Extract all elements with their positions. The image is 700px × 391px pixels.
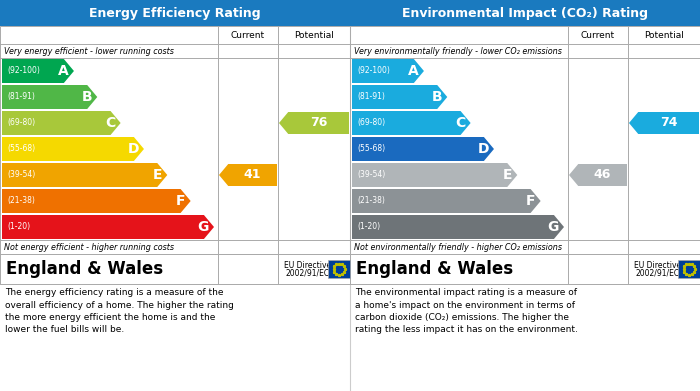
Text: (81-91): (81-91) (357, 93, 385, 102)
Text: Potential: Potential (644, 30, 684, 39)
Polygon shape (352, 163, 517, 187)
Text: 46: 46 (594, 169, 611, 181)
Text: (69-80): (69-80) (357, 118, 385, 127)
Polygon shape (279, 112, 349, 134)
Text: F: F (526, 194, 536, 208)
Bar (678, 260, 700, 278)
Polygon shape (2, 111, 120, 135)
Polygon shape (2, 137, 144, 161)
Polygon shape (2, 59, 74, 83)
Text: England & Wales: England & Wales (356, 260, 513, 278)
Text: (1-20): (1-20) (7, 222, 30, 231)
Text: Not energy efficient - higher running costs: Not energy efficient - higher running co… (4, 242, 174, 251)
Bar (350, 0, 700, 26)
Text: Environmental Impact (CO₂) Rating: Environmental Impact (CO₂) Rating (402, 7, 648, 20)
Text: (55-68): (55-68) (357, 145, 385, 154)
Polygon shape (2, 85, 97, 109)
Text: (21-38): (21-38) (7, 197, 35, 206)
Text: Potential: Potential (294, 30, 334, 39)
Text: (92-100): (92-100) (7, 66, 40, 75)
Text: (92-100): (92-100) (357, 66, 390, 75)
Polygon shape (629, 112, 699, 134)
Text: EU Directive: EU Directive (634, 260, 682, 269)
Text: G: G (197, 220, 209, 234)
Text: (81-91): (81-91) (7, 93, 35, 102)
Text: 2002/91/EC: 2002/91/EC (286, 269, 330, 278)
Text: (1-20): (1-20) (357, 222, 380, 231)
Text: C: C (456, 116, 466, 130)
Text: A: A (58, 64, 69, 78)
Text: 2002/91/EC: 2002/91/EC (636, 269, 680, 278)
Bar (0, 0, 350, 26)
Text: E: E (503, 168, 512, 182)
Text: Not environmentally friendly - higher CO₂ emissions: Not environmentally friendly - higher CO… (354, 242, 562, 251)
Text: A: A (408, 64, 419, 78)
Text: (21-38): (21-38) (357, 197, 385, 206)
Polygon shape (352, 189, 540, 213)
Text: (39-54): (39-54) (357, 170, 385, 179)
Polygon shape (352, 59, 424, 83)
Text: (69-80): (69-80) (7, 118, 35, 127)
Polygon shape (352, 85, 447, 109)
Polygon shape (352, 111, 470, 135)
Bar (0, 254, 350, 284)
Text: The energy efficiency rating is a measure of the
overall efficiency of a home. T: The energy efficiency rating is a measur… (5, 288, 234, 334)
Polygon shape (569, 164, 627, 186)
Bar (0, 26, 350, 284)
Text: B: B (82, 90, 92, 104)
Polygon shape (2, 163, 167, 187)
Polygon shape (352, 215, 564, 239)
Text: D: D (127, 142, 139, 156)
Text: D: D (477, 142, 489, 156)
Text: 41: 41 (244, 169, 261, 181)
Text: England & Wales: England & Wales (6, 260, 163, 278)
Text: Very energy efficient - lower running costs: Very energy efficient - lower running co… (4, 47, 174, 56)
Text: Current: Current (231, 30, 265, 39)
Text: Energy Efficiency Rating: Energy Efficiency Rating (89, 7, 261, 20)
Text: (55-68): (55-68) (7, 145, 35, 154)
Polygon shape (2, 189, 190, 213)
Text: E: E (153, 168, 162, 182)
Text: F: F (176, 194, 186, 208)
Text: EU Directive: EU Directive (284, 260, 332, 269)
Bar (350, 26, 700, 284)
Bar (328, 260, 350, 278)
Text: The environmental impact rating is a measure of
a home's impact on the environme: The environmental impact rating is a mea… (355, 288, 578, 334)
Text: 74: 74 (660, 117, 678, 129)
Bar (350, 254, 700, 284)
Text: B: B (432, 90, 442, 104)
Text: 76: 76 (310, 117, 328, 129)
Polygon shape (219, 164, 277, 186)
Text: G: G (547, 220, 559, 234)
Text: Current: Current (581, 30, 615, 39)
Text: C: C (106, 116, 116, 130)
Text: (39-54): (39-54) (7, 170, 35, 179)
Polygon shape (2, 215, 214, 239)
Text: Very environmentally friendly - lower CO₂ emissions: Very environmentally friendly - lower CO… (354, 47, 562, 56)
Polygon shape (352, 137, 494, 161)
